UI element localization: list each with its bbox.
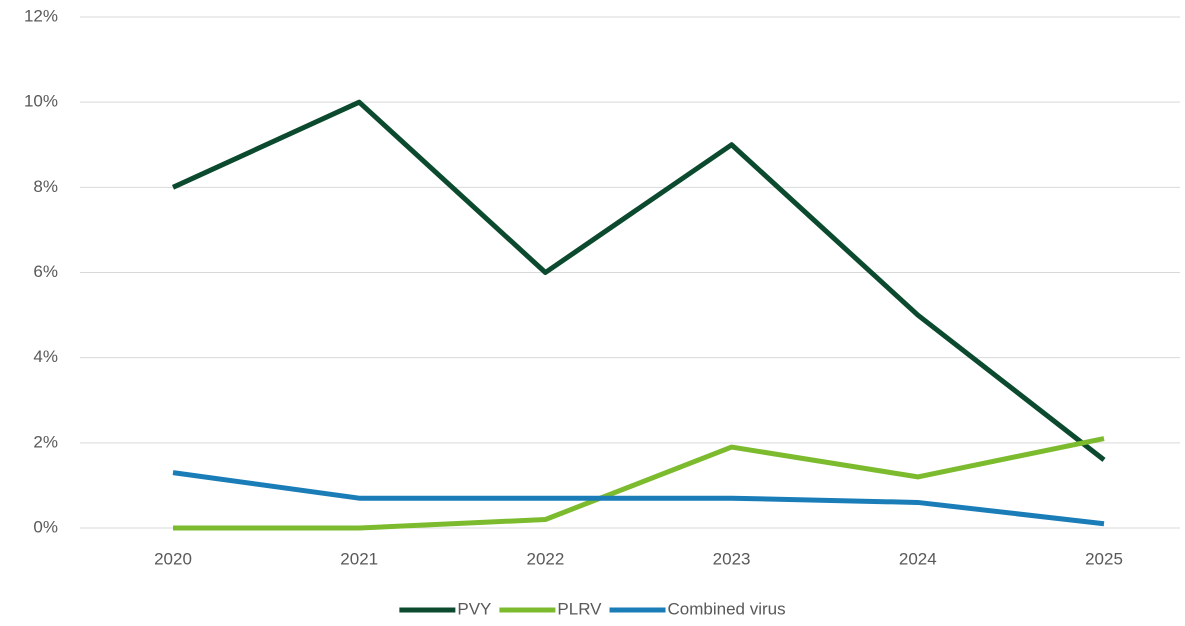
legend-label: PVY	[457, 599, 491, 618]
y-tick-label: 4%	[33, 347, 58, 366]
series-line	[172, 470, 1105, 527]
series-line	[171, 99, 1106, 462]
y-tick-label: 2%	[33, 432, 58, 451]
x-tick-label: 2024	[899, 549, 937, 568]
y-tick-label: 0%	[33, 517, 58, 536]
y-tick-label: 12%	[24, 6, 58, 25]
x-tick-label: 2020	[154, 549, 192, 568]
y-tick-label: 6%	[33, 262, 58, 281]
x-tick-label: 2025	[1085, 549, 1123, 568]
x-tick-label: 2023	[713, 549, 751, 568]
y-tick-label: 10%	[24, 92, 58, 111]
x-tick-label: 2021	[340, 549, 378, 568]
series-line	[173, 436, 1105, 531]
legend-label: PLRV	[557, 599, 602, 618]
y-tick-label: 8%	[33, 177, 58, 196]
x-tick-label: 2022	[526, 549, 564, 568]
legend-label: Combined virus	[668, 599, 786, 618]
